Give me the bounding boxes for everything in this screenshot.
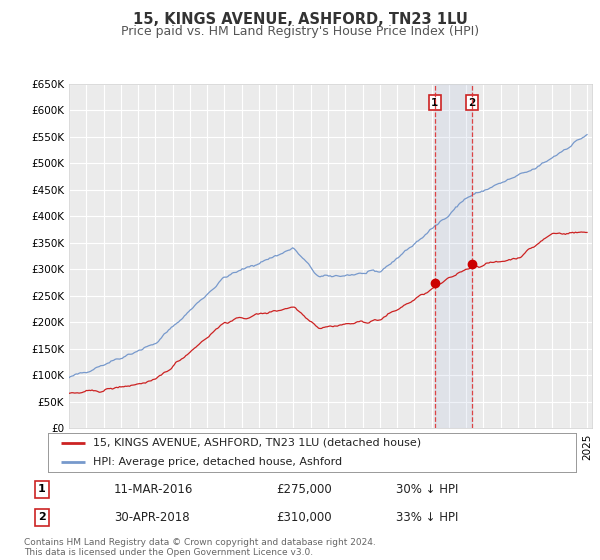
Text: 1: 1 xyxy=(38,484,46,494)
Text: £275,000: £275,000 xyxy=(276,483,332,496)
Text: 15, KINGS AVENUE, ASHFORD, TN23 1LU (detached house): 15, KINGS AVENUE, ASHFORD, TN23 1LU (det… xyxy=(93,438,421,448)
Text: 15, KINGS AVENUE, ASHFORD, TN23 1LU: 15, KINGS AVENUE, ASHFORD, TN23 1LU xyxy=(133,12,467,27)
Text: 30% ↓ HPI: 30% ↓ HPI xyxy=(396,483,458,496)
Text: 11-MAR-2016: 11-MAR-2016 xyxy=(114,483,193,496)
Text: Contains HM Land Registry data © Crown copyright and database right 2024.: Contains HM Land Registry data © Crown c… xyxy=(24,538,376,547)
Text: Price paid vs. HM Land Registry's House Price Index (HPI): Price paid vs. HM Land Registry's House … xyxy=(121,25,479,38)
Text: 2: 2 xyxy=(468,97,475,108)
Text: 30-APR-2018: 30-APR-2018 xyxy=(114,511,190,524)
Text: This data is licensed under the Open Government Licence v3.0.: This data is licensed under the Open Gov… xyxy=(24,548,313,557)
Bar xyxy=(435,84,472,428)
Text: 1: 1 xyxy=(431,97,439,108)
Text: 33% ↓ HPI: 33% ↓ HPI xyxy=(396,511,458,524)
Text: £310,000: £310,000 xyxy=(276,511,332,524)
Text: HPI: Average price, detached house, Ashford: HPI: Average price, detached house, Ashf… xyxy=(93,457,342,467)
Text: 2: 2 xyxy=(38,512,46,522)
